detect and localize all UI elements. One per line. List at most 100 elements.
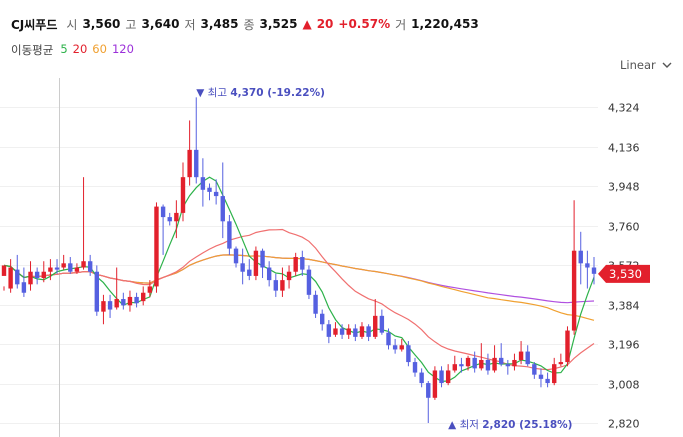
y-tick-label: 4,136 (608, 142, 640, 155)
candle-body (200, 177, 206, 190)
candle-body (426, 383, 431, 398)
candle-body (373, 315, 378, 337)
candle-body (114, 299, 119, 308)
ma60-line (3, 254, 595, 321)
candle-body (167, 217, 172, 222)
candle-body (392, 345, 398, 350)
candle-body (34, 271, 40, 279)
low-value: 2,820 (482, 419, 519, 431)
candle-body (74, 267, 80, 272)
annotations: ▼ 최고 4,370 (-19.22%) ▲ 최저 2,820 (25.18%) (196, 87, 572, 431)
candle-body (565, 330, 570, 363)
candle-body (286, 271, 292, 281)
ma-legend-60: 60 (92, 42, 107, 56)
y-tick-label: 3,008 (608, 379, 640, 392)
open-label: 시 (66, 17, 78, 32)
candle-body (194, 149, 199, 178)
candle-body (379, 315, 385, 333)
candle-body (399, 345, 404, 350)
candle-body (406, 345, 411, 363)
scale-dropdown[interactable]: Linear (620, 58, 672, 72)
close-label: 종 (243, 17, 255, 32)
candle-body (538, 374, 544, 379)
volume-value: 1,220,453 (411, 17, 479, 31)
candle-body (147, 286, 153, 293)
ma5-line (3, 176, 595, 383)
candle-body (15, 269, 20, 285)
change-up-icon: ▲ (302, 17, 312, 31)
ma-legend-title: 이동평균 (11, 43, 54, 57)
stock-name: CJ씨푸드 (11, 17, 58, 32)
y-tick-label: 3,760 (608, 221, 640, 234)
high-value: 4,370 (230, 87, 267, 99)
candle-body (8, 267, 13, 289)
candle-body (187, 149, 192, 178)
candle-body (227, 221, 232, 249)
candle-body (591, 267, 597, 274)
quote-header: CJ씨푸드 시 3,560 고 3,640 저 3,485 종 3,525 ▲ … (11, 14, 611, 34)
low-label: 저 (184, 17, 196, 32)
candle-body (273, 280, 278, 291)
y-tick-label: 2,820 (608, 418, 640, 431)
candle-body (94, 271, 100, 312)
change-value: 20 (316, 17, 334, 31)
moving-average-lines (3, 176, 595, 383)
candle-body (419, 372, 424, 384)
candle-body (532, 364, 537, 375)
last-price-tag (598, 264, 650, 283)
candle-body (41, 271, 46, 279)
candle-body (571, 250, 577, 331)
low-label: 최저 (460, 419, 483, 431)
candle-body (213, 191, 219, 197)
high-label: 고 (125, 17, 137, 32)
candle-body (326, 324, 332, 337)
candle-body (81, 261, 86, 268)
candle-body (21, 282, 27, 293)
candle-body (154, 206, 159, 287)
candle-body (545, 378, 550, 384)
candle-body (339, 328, 345, 335)
candle-body (472, 357, 477, 369)
candle-body (313, 294, 318, 314)
candle-body (445, 370, 451, 384)
candle-body (518, 351, 524, 360)
candle-body (465, 357, 471, 367)
candle-body (585, 263, 590, 268)
y-tick-label: 3,384 (608, 300, 640, 313)
candle-body (432, 370, 438, 398)
candle-body (346, 328, 351, 335)
candle-body (333, 328, 338, 335)
candle-body (412, 362, 418, 373)
high-label: 최고 (208, 87, 231, 99)
candle-body (107, 301, 113, 310)
high-percent: (-19.22%) (267, 87, 325, 99)
candle-body (141, 292, 146, 302)
candle-body (101, 301, 106, 312)
scale-dropdown-label: Linear (620, 58, 656, 72)
high-value: 3,640 (141, 17, 180, 31)
candle-body (353, 328, 358, 337)
candle-body (485, 359, 491, 371)
y-tick-label: 3,948 (608, 181, 640, 194)
candle-body (505, 364, 511, 367)
ma-legend-20: 20 (72, 42, 88, 56)
candle-body (498, 357, 504, 365)
candle-body (121, 299, 126, 306)
candle-body (386, 332, 391, 346)
candle-body (220, 196, 225, 222)
candle-body (127, 296, 133, 306)
candle-body (28, 271, 33, 285)
ma-legend-120: 120 (111, 42, 134, 56)
volume-label: 거 (395, 17, 407, 32)
candle-body (578, 250, 583, 264)
candle-body (452, 364, 457, 371)
candle-body (293, 257, 298, 272)
change-percent: +0.57% (338, 17, 391, 31)
candle-body (266, 267, 272, 281)
candle-body (366, 326, 371, 337)
candle-body (54, 267, 60, 270)
close-value: 3,525 (259, 17, 298, 31)
candle-body (260, 250, 265, 268)
moving-average-legend: 이동평균 5 20 60 120 (11, 42, 134, 58)
